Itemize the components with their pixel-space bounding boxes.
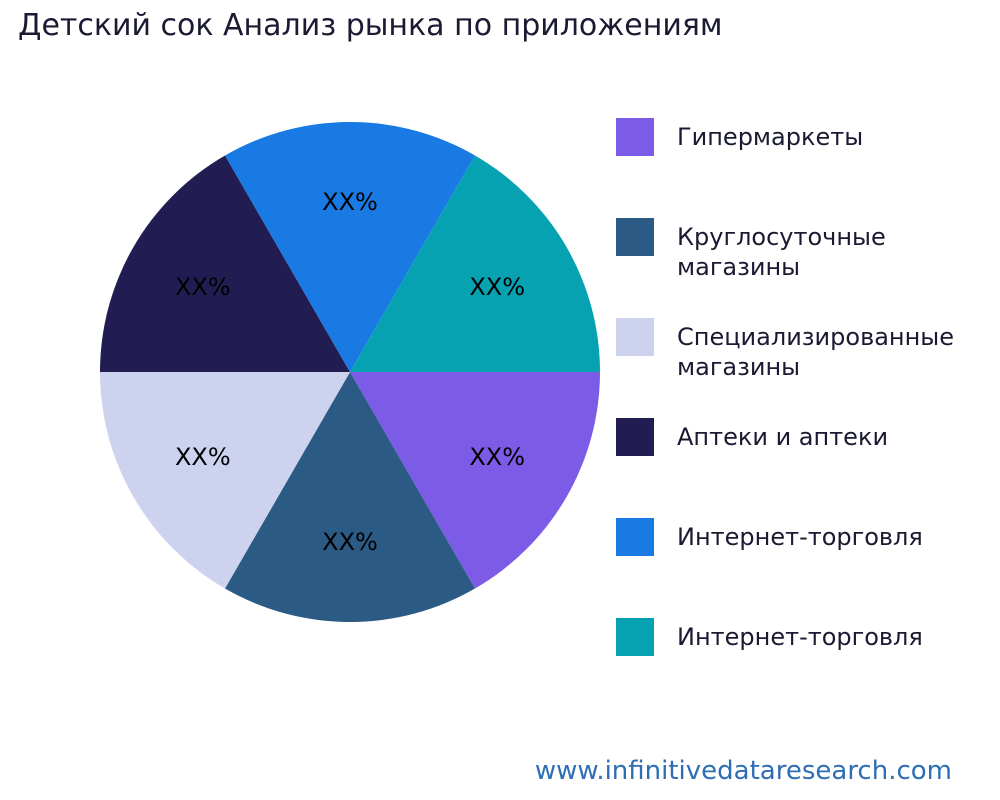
legend: Гипермаркеты Круглосуточные магазины Специ…	[616, 118, 1000, 718]
pie-slice-3	[100, 155, 350, 372]
legend-item-1: Круглосуточные магазины	[616, 218, 1000, 318]
pie-slice-2	[100, 372, 350, 589]
legend-swatch-0	[616, 118, 654, 156]
footer-url-link[interactable]: www.infinitivedataresearch.com	[534, 756, 952, 786]
pie-slice-label-2: XX%	[175, 443, 231, 471]
legend-label-3: Аптеки и аптеки	[677, 423, 889, 451]
legend-item-5: Интернет-торговля	[616, 618, 1000, 718]
legend-swatch-3	[616, 418, 654, 456]
legend-item-3: Аптеки и аптеки	[616, 418, 1000, 518]
pie-slice-label-5: XX%	[469, 273, 525, 301]
legend-swatch-2	[616, 318, 654, 356]
legend-item-4: Интернет-торговля	[616, 518, 1000, 618]
pie-slice-label-1: XX%	[322, 528, 378, 556]
legend-label-1: Круглосуточные магазины	[677, 223, 886, 281]
legend-swatch-1	[616, 218, 654, 256]
legend-label-4: Интернет-торговля	[677, 523, 923, 551]
pie-slice-label-0: XX%	[469, 443, 525, 471]
legend-label-5: Интернет-торговля	[677, 623, 923, 651]
legend-label-2: Специализированные магазины	[677, 323, 955, 381]
legend-swatch-5	[616, 618, 654, 656]
pie-slice-5	[350, 155, 600, 372]
legend-item-2: Специализированные магазины	[616, 318, 1000, 418]
pie-slice-label-4: XX%	[322, 188, 378, 216]
legend-item-0: Гипермаркеты	[616, 118, 1000, 218]
pie-slice-0	[350, 372, 600, 589]
pie-chart: XX% XX% XX% XX% XX% XX%	[100, 122, 600, 622]
legend-label-0: Гипермаркеты	[677, 123, 864, 151]
chart-title: Детский сок Анализ рынка по приложениям	[18, 8, 723, 43]
legend-swatch-4	[616, 518, 654, 556]
pie-slice-1	[225, 372, 475, 622]
pie-slice-label-3: XX%	[175, 273, 231, 301]
pie-slice-4	[225, 122, 475, 372]
